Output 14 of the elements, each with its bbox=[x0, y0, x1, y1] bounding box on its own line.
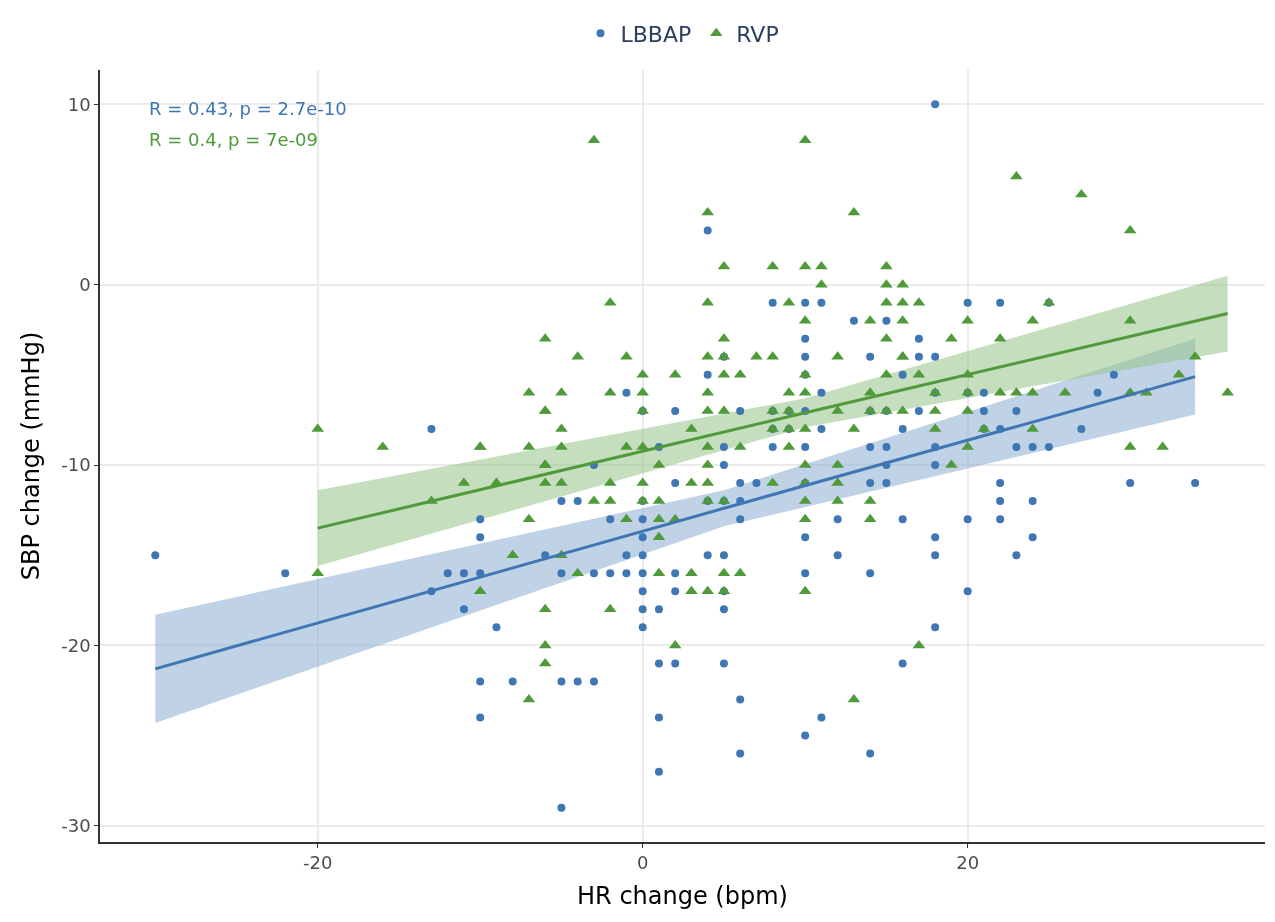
y-tick-label: -30 bbox=[61, 815, 91, 837]
y-tick-label: 10 bbox=[67, 93, 91, 115]
y-axis-title: SBP change (mmHg) bbox=[16, 331, 45, 581]
y-tick-label: -10 bbox=[61, 454, 91, 476]
legend-label: LBBAP bbox=[620, 21, 692, 47]
annotation: R = 0.4, p = 7e-09 bbox=[149, 129, 318, 150]
y-tick-label: -20 bbox=[61, 634, 91, 656]
x-axis-title: HR change (bpm) bbox=[577, 882, 788, 911]
x-tick-label: -20 bbox=[303, 852, 333, 874]
legend-label: RVP bbox=[736, 21, 779, 47]
annotation: R = 0.43, p = 2.7e-10 bbox=[149, 98, 347, 119]
y-tick-label: 0 bbox=[79, 273, 91, 295]
x-tick-label: 20 bbox=[956, 852, 980, 874]
x-tick-label: 0 bbox=[636, 852, 649, 874]
